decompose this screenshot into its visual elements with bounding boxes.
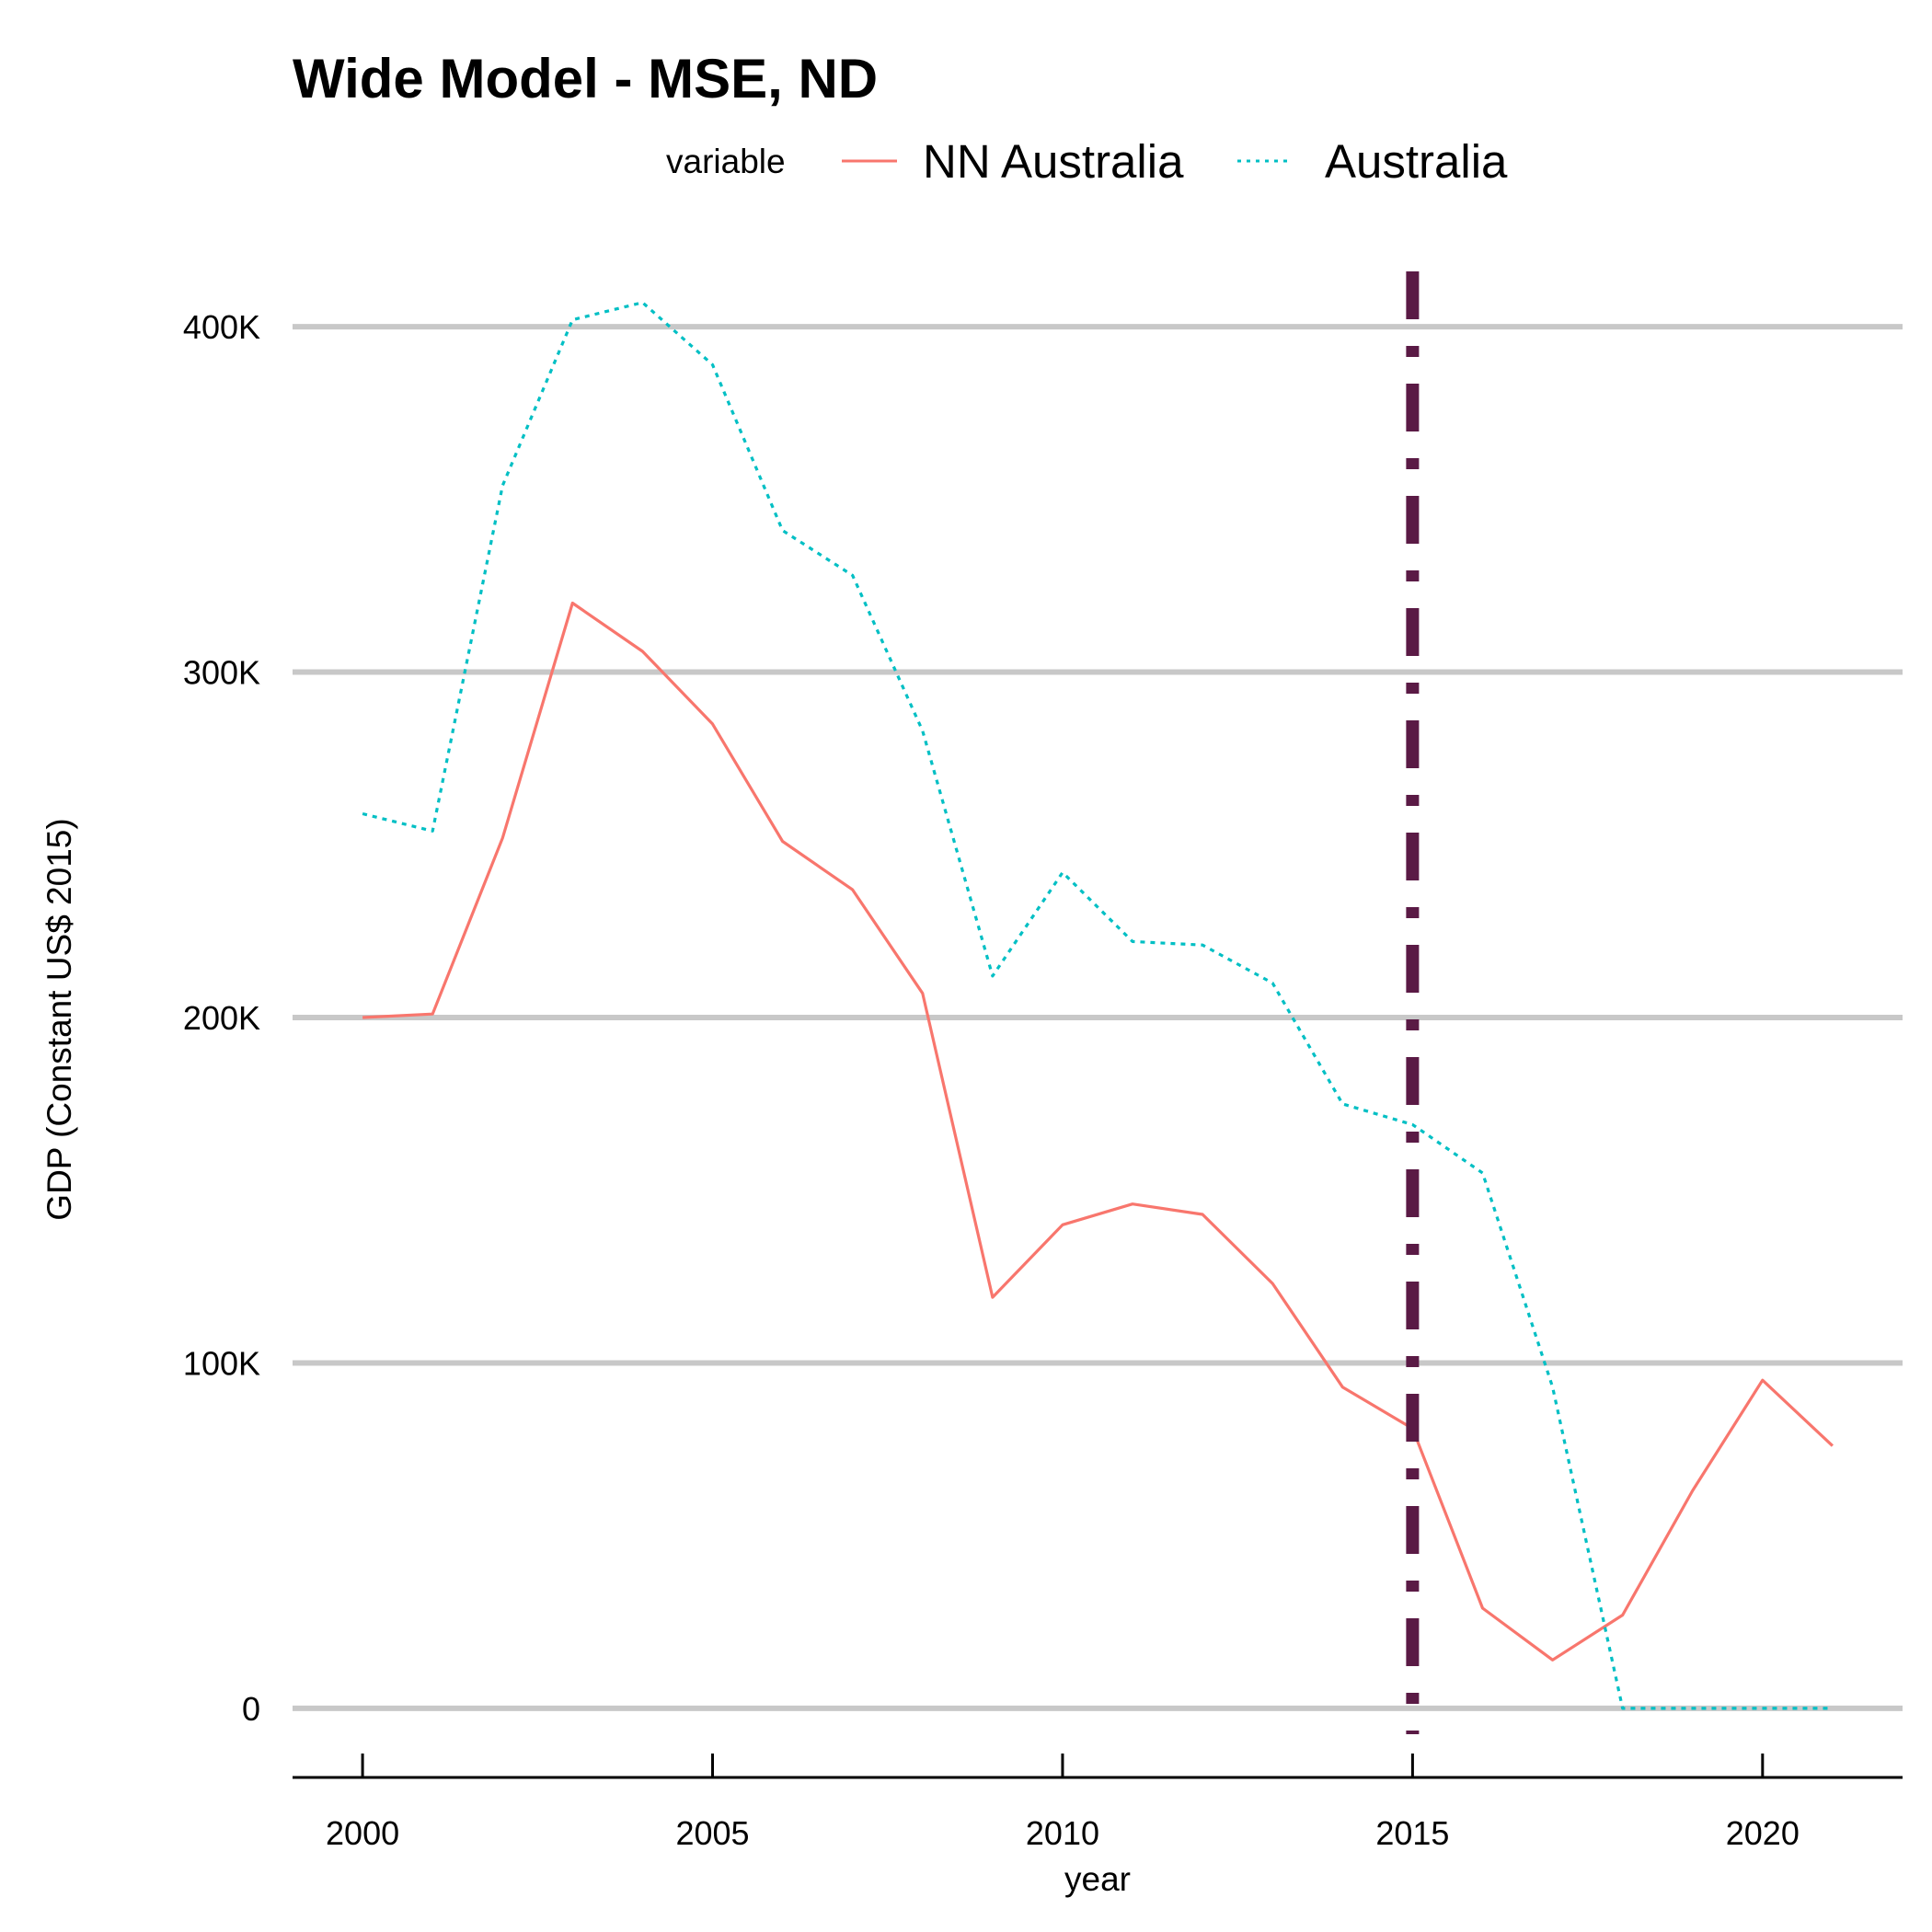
y-tick-label: 100K bbox=[183, 1344, 260, 1382]
gridlines bbox=[293, 324, 1903, 1711]
y-tick-label: 300K bbox=[183, 654, 260, 692]
x-tick-label: 2020 bbox=[1726, 1814, 1800, 1852]
x-tick-label: 2000 bbox=[326, 1814, 399, 1852]
y-axis-title: GDP (Constant US$ 2015) bbox=[40, 818, 78, 1220]
chart-title: Wide Model - MSE, ND bbox=[293, 48, 878, 109]
x-tick-label: 2005 bbox=[675, 1814, 749, 1852]
x-axis-title: year bbox=[1064, 1860, 1131, 1898]
legend-label-nn-australia: NN Australia bbox=[923, 135, 1184, 188]
legend-label-australia: Australia bbox=[1325, 135, 1508, 188]
x-tick-label: 2010 bbox=[1026, 1814, 1099, 1852]
y-tick-label: 400K bbox=[183, 308, 260, 346]
y-tick-label: 200K bbox=[183, 999, 260, 1037]
x-tick-label: 2015 bbox=[1375, 1814, 1449, 1852]
legend-title: variable bbox=[666, 143, 786, 180]
series-line-australia bbox=[362, 301, 1833, 1710]
series-lines bbox=[362, 301, 1834, 1710]
y-tick-label: 0 bbox=[242, 1690, 260, 1728]
series-line-nn-australia bbox=[362, 601, 1834, 1662]
x-axis: 2000 2005 2010 2015 2020 bbox=[293, 1754, 1903, 1852]
legend: variable NN Australia Australia bbox=[666, 135, 1508, 188]
y-axis-ticks: 0 100K 200K 300K 400K bbox=[183, 308, 260, 1728]
